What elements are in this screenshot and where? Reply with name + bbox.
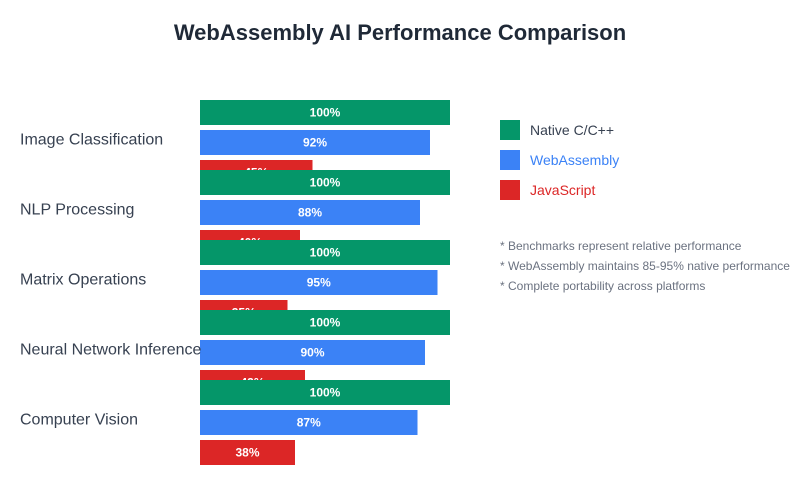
bar-label-native-c-c-computer-vision: 100% [310, 386, 341, 400]
bar-label-webassembly-computer-vision: 87% [297, 416, 321, 430]
bar-webassembly-neural-network-inference [200, 340, 425, 365]
bar-native-c-c-nlp-processing [200, 170, 450, 195]
bar-label-webassembly-image-classification: 92% [303, 136, 327, 150]
bar-label-native-c-c-matrix-operations: 100% [310, 246, 341, 260]
category-label-matrix-operations: Matrix Operations [20, 272, 146, 289]
bar-native-c-c-computer-vision [200, 380, 450, 405]
category-group-matrix-operations: 100%95%35%Matrix Operations [20, 240, 450, 325]
category-label-image-classification: Image Classification [20, 132, 163, 149]
legend-swatch-webassembly [500, 150, 520, 170]
plot-area: 100%92%45%Image Classification100%88%40%… [20, 100, 450, 465]
chart-note: * WebAssembly maintains 85-95% native pe… [500, 259, 790, 273]
legend-label-webassembly: WebAssembly [530, 152, 619, 168]
bar-javascript-computer-vision [200, 440, 295, 465]
legend-item-webassembly: WebAssembly [500, 150, 619, 170]
category-label-nlp-processing: NLP Processing [20, 202, 134, 219]
category-label-computer-vision: Computer Vision [20, 412, 138, 429]
bar-webassembly-image-classification [200, 130, 430, 155]
bar-label-native-c-c-image-classification: 100% [310, 106, 341, 120]
chart-note: * Complete portability across platforms [500, 279, 705, 293]
bar-label-native-c-c-neural-network-inference: 100% [310, 316, 341, 330]
chart-notes: * Benchmarks represent relative performa… [500, 239, 790, 293]
bar-native-c-c-image-classification [200, 100, 450, 125]
category-label-neural-network-inference: Neural Network Inference [20, 342, 202, 359]
legend-swatch-javascript [500, 180, 520, 200]
legend-swatch-native-c-c [500, 120, 520, 140]
category-group-neural-network-inference: 100%90%42%Neural Network Inference [20, 310, 450, 395]
bar-label-native-c-c-nlp-processing: 100% [310, 176, 341, 190]
legend-item-native-c-c: Native C/C++ [500, 120, 614, 140]
bar-webassembly-computer-vision [200, 410, 418, 435]
bar-label-webassembly-neural-network-inference: 90% [300, 346, 324, 360]
bar-webassembly-matrix-operations [200, 270, 438, 295]
bar-native-c-c-neural-network-inference [200, 310, 450, 335]
chart-note: * Benchmarks represent relative performa… [500, 239, 742, 253]
bar-label-webassembly-matrix-operations: 95% [307, 276, 331, 290]
legend: Native C/C++ WebAssembly JavaScript [500, 120, 619, 200]
category-group-computer-vision: 100% 87% 38% Computer Vision [20, 380, 450, 465]
chart-title: WebAssembly AI Performance Comparison [174, 20, 626, 45]
bar-native-c-c-matrix-operations [200, 240, 450, 265]
legend-label-javascript: JavaScript [530, 182, 595, 198]
bar-label-javascript-computer-vision: 38% [235, 446, 259, 460]
bar-label-webassembly-nlp-processing: 88% [298, 206, 322, 220]
category-group-nlp-processing: 100%88%40%NLP Processing [20, 170, 450, 255]
legend-label-native-c-c: Native C/C++ [530, 122, 614, 138]
legend-item-javascript: JavaScript [500, 180, 595, 200]
bar-webassembly-nlp-processing [200, 200, 420, 225]
